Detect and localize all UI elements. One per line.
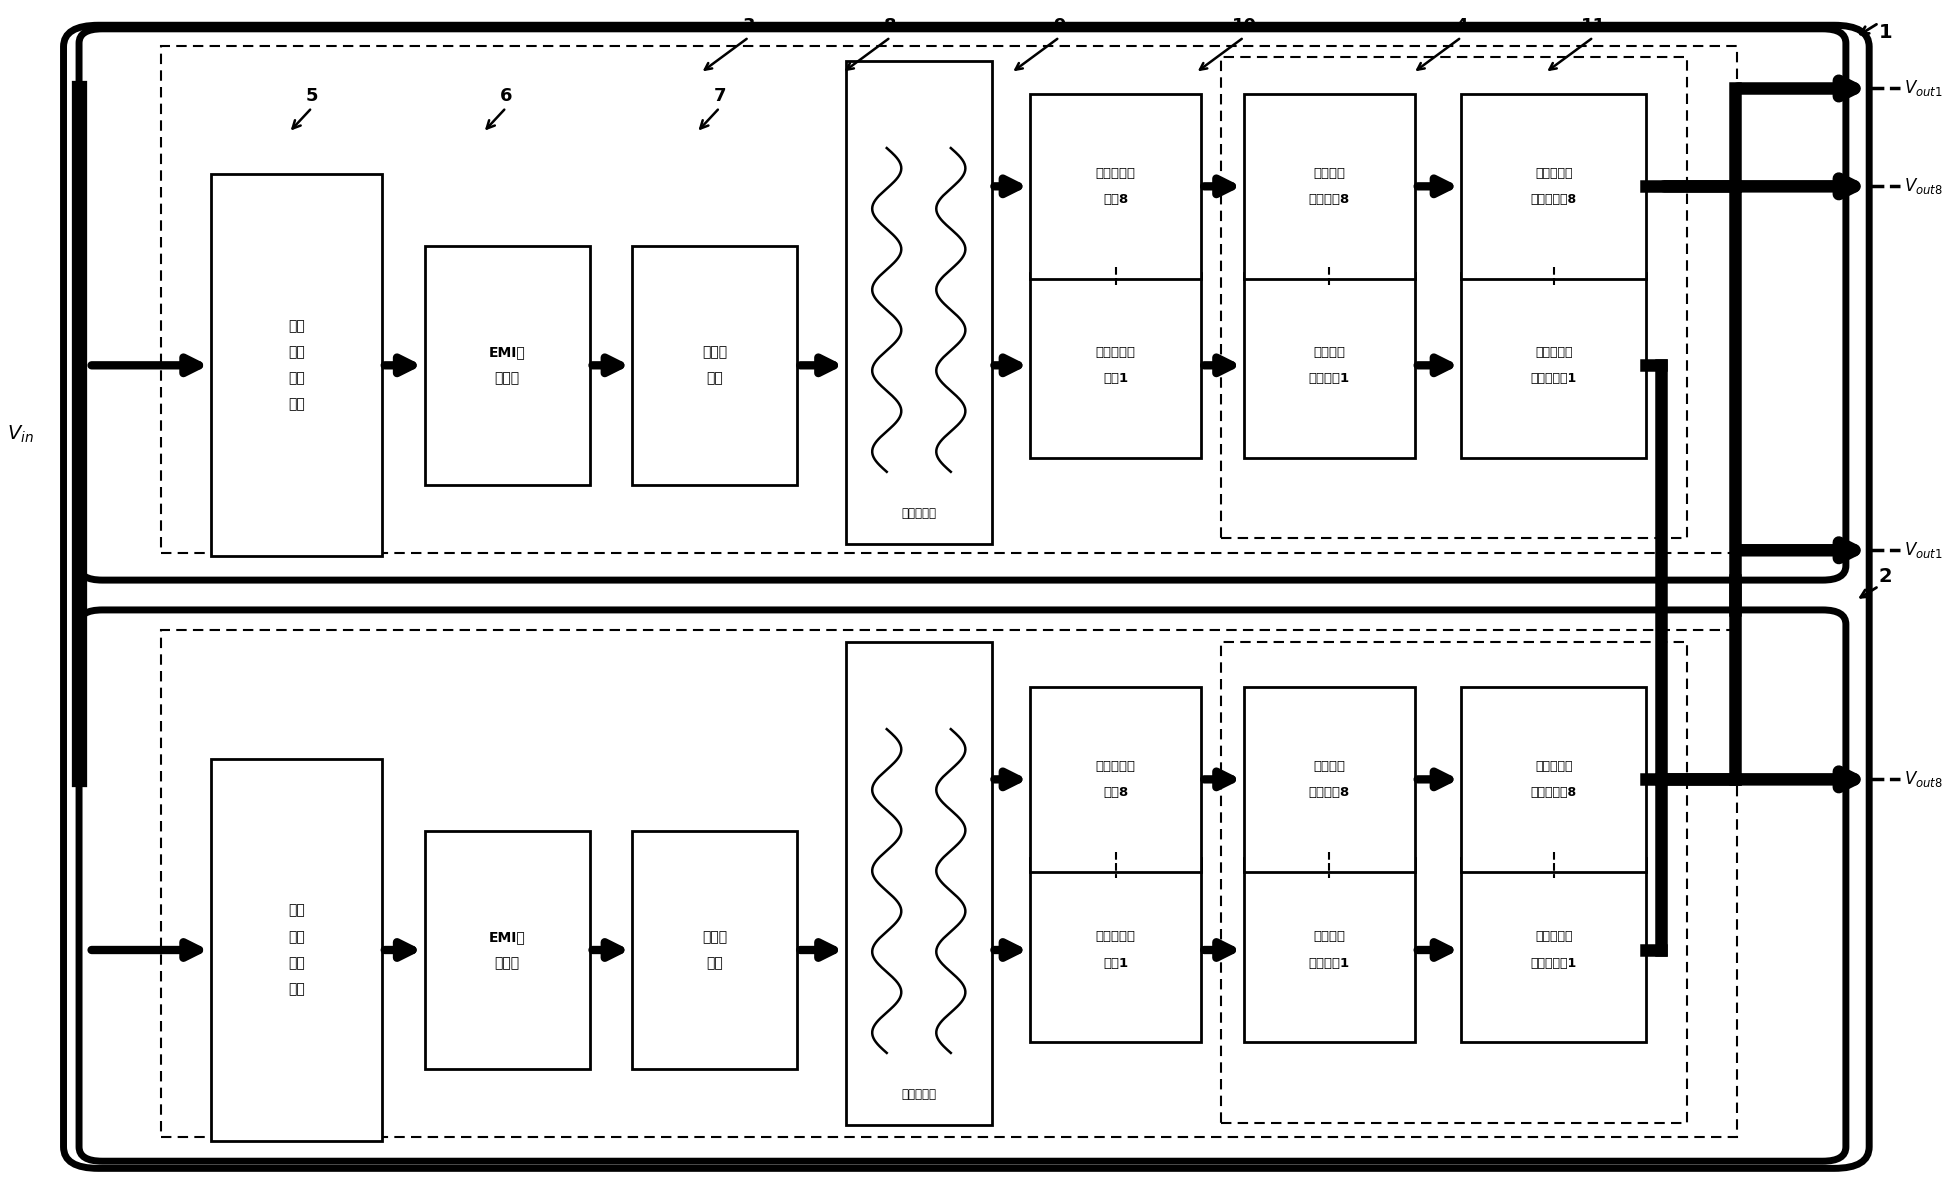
Text: 4: 4 [1455,17,1469,35]
Text: 6: 6 [500,87,512,105]
Text: 调整回路1: 调整回路1 [1309,372,1350,385]
Text: 及控制回路8: 及控制回路8 [1531,786,1576,799]
Bar [1031,687,1201,872]
Text: 9: 9 [1053,17,1066,35]
Text: 回路1: 回路1 [1103,957,1129,970]
Bar [846,642,992,1125]
Text: 输出继电器: 输出继电器 [1535,759,1572,773]
Bar [1221,642,1687,1123]
Text: 输出二次: 输出二次 [1314,759,1346,773]
Text: 电路: 电路 [289,398,305,411]
Text: $V_{out1}$: $V_{out1}$ [1904,79,1943,98]
Text: 及控制回路1: 及控制回路1 [1531,957,1576,970]
Text: 电路: 电路 [707,372,723,385]
Text: 及控制回路8: 及控制回路8 [1531,193,1576,206]
Bar [1461,273,1646,458]
Bar [160,45,1736,553]
Text: 波电路: 波电路 [494,956,519,970]
Bar [1244,858,1414,1043]
Bar [846,61,992,544]
Text: 7: 7 [713,87,727,105]
Text: 整流及滤波: 整流及滤波 [1096,166,1137,179]
Text: 整流及滤波: 整流及滤波 [1096,759,1137,773]
Text: 变压器隔离: 变压器隔离 [900,1088,935,1102]
Text: 11: 11 [1582,17,1605,35]
Text: 输出继电器: 输出继电器 [1535,930,1572,944]
Text: $V_{out1}$: $V_{out1}$ [1904,541,1943,560]
Bar [1461,858,1646,1043]
Text: 调整回路8: 调整回路8 [1309,786,1350,799]
Text: 浪涌: 浪涌 [289,904,305,917]
Bar [1031,273,1201,458]
Text: 及控制回路1: 及控制回路1 [1531,372,1576,385]
Bar [1031,858,1201,1043]
Bar [424,831,590,1069]
Text: $V_{in}$: $V_{in}$ [8,423,33,445]
Bar [1221,57,1687,538]
Text: 输出二次: 输出二次 [1314,930,1346,944]
Text: 输出继电器: 输出继电器 [1535,166,1572,179]
Text: 推挽型: 推挽型 [703,346,727,359]
Bar [1461,93,1646,279]
Text: 电路: 电路 [289,982,305,996]
Text: 输出二次: 输出二次 [1314,346,1346,359]
Bar [211,759,383,1141]
Text: 变压器隔离: 变压器隔离 [900,507,935,520]
Text: 抑制: 抑制 [289,372,305,385]
Text: 推挽型: 推挽型 [703,929,727,944]
Text: 回路1: 回路1 [1103,372,1129,385]
Text: 5: 5 [307,87,318,105]
Text: 整流及滤波: 整流及滤波 [1096,346,1137,359]
Text: 输出继电器: 输出继电器 [1535,346,1572,359]
Text: 整流及滤波: 整流及滤波 [1096,930,1137,944]
Text: 10: 10 [1232,17,1256,35]
Text: 3: 3 [742,17,756,35]
Bar [1244,93,1414,279]
Text: 抑制: 抑制 [289,956,305,970]
Bar [1244,687,1414,872]
Text: 回路8: 回路8 [1103,786,1129,799]
Text: 电路: 电路 [707,956,723,970]
Text: $V_{out8}$: $V_{out8}$ [1904,769,1943,789]
Text: EMI滤: EMI滤 [488,929,525,944]
Text: 2: 2 [1879,567,1892,586]
Text: 8: 8 [885,17,896,35]
Text: 输出二次: 输出二次 [1314,166,1346,179]
Text: 回路8: 回路8 [1103,193,1129,206]
Bar [633,831,797,1069]
Bar [211,175,383,556]
Text: 电流: 电流 [289,929,305,944]
Text: 调整回路8: 调整回路8 [1309,193,1350,206]
Text: EMI滤: EMI滤 [488,346,525,359]
Text: 1: 1 [1879,23,1892,42]
Bar [633,246,797,484]
Text: $V_{out8}$: $V_{out8}$ [1904,176,1943,196]
Bar [1461,687,1646,872]
Bar [424,246,590,484]
Bar [1031,93,1201,279]
Text: 调整回路1: 调整回路1 [1309,957,1350,970]
Text: 波电路: 波电路 [494,372,519,385]
Text: 浪涌: 浪涌 [289,319,305,332]
Bar [160,630,1736,1137]
Text: 电流: 电流 [289,346,305,359]
Bar [1244,273,1414,458]
